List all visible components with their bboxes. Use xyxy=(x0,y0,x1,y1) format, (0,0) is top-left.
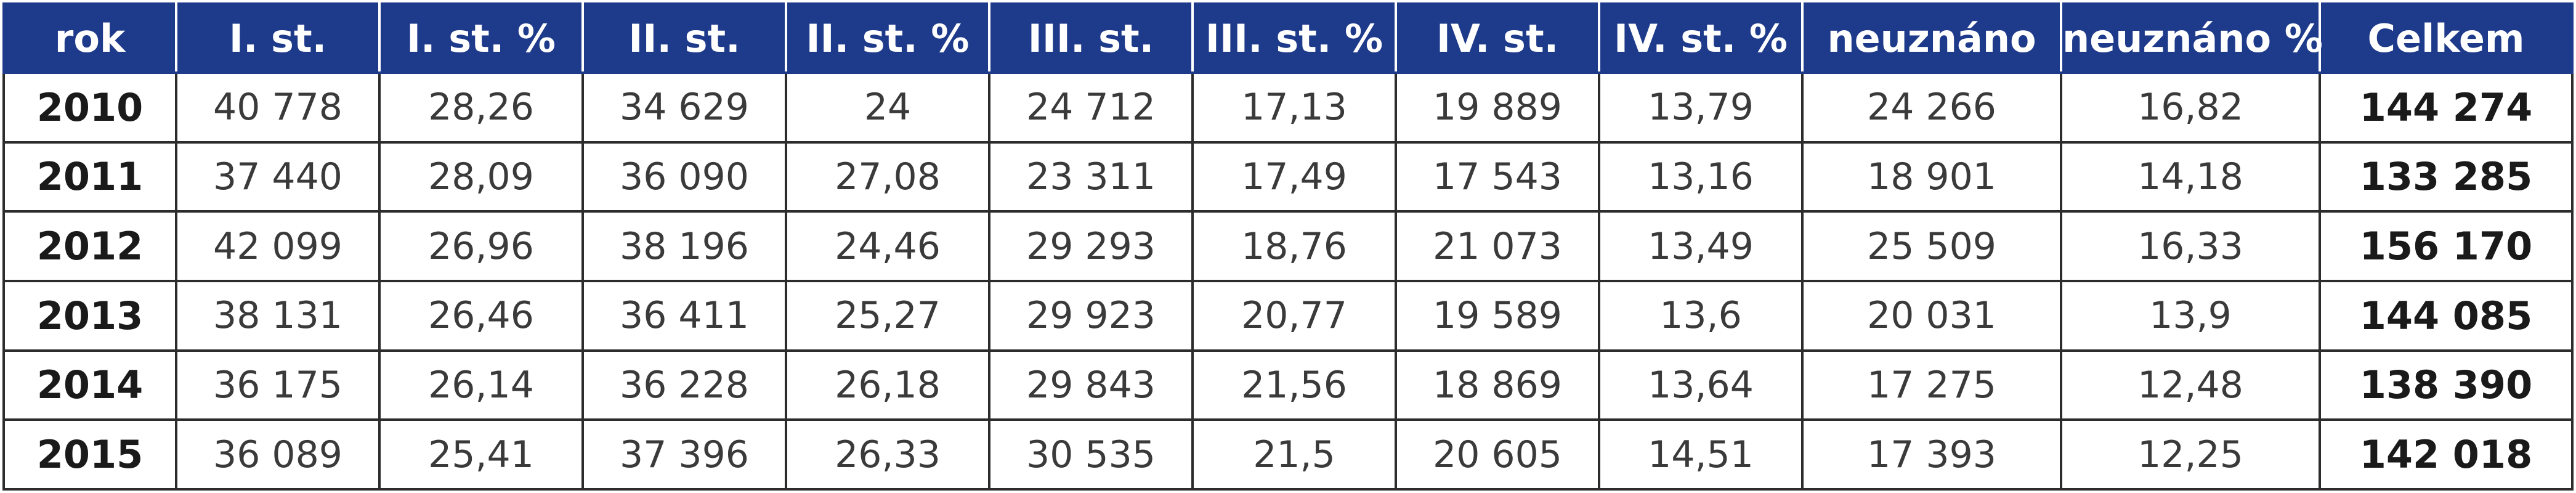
table-cell: 21,5 xyxy=(1191,418,1397,491)
table-cell: 24,46 xyxy=(785,210,990,282)
table-cell: 34 629 xyxy=(581,71,787,144)
table-cell: 25,27 xyxy=(785,279,990,352)
table-cell: 21,56 xyxy=(1191,349,1397,422)
header-cell-iii-st: III. st. xyxy=(988,2,1194,74)
table-cell: 17 393 xyxy=(1801,418,2062,491)
header-cell-neuznano: neuznáno xyxy=(1801,2,2062,74)
table-cell: 26,18 xyxy=(785,349,990,422)
table-cell: 24 712 xyxy=(988,71,1194,144)
table-cell: 42 099 xyxy=(175,210,381,282)
total-cell: 133 285 xyxy=(2319,141,2574,213)
table-cell: 28,26 xyxy=(378,71,584,144)
table-cell: 29 293 xyxy=(988,210,1194,282)
table-cell: 27,08 xyxy=(785,141,990,213)
total-cell: 142 018 xyxy=(2319,418,2574,491)
table-cell: 17,49 xyxy=(1191,141,1397,213)
table-cell: 23 311 xyxy=(988,141,1194,213)
table-cell: 26,46 xyxy=(378,279,584,352)
table-cell: 13,16 xyxy=(1598,141,1804,213)
table-cell: 21 073 xyxy=(1395,210,1600,282)
total-cell: 144 274 xyxy=(2319,71,2574,144)
table-row: 2013 38 131 26,46 36 411 25,27 29 923 20… xyxy=(2,279,2574,352)
header-row: rok I. st. I. st. % II. st. II. st. % II… xyxy=(2,2,2574,74)
table-cell: 26,14 xyxy=(378,349,584,422)
table-cell: 28,09 xyxy=(378,141,584,213)
table-cell: 12,48 xyxy=(2060,349,2321,422)
year-cell: 2010 xyxy=(2,71,177,144)
header-cell-i-st: I. st. xyxy=(175,2,381,74)
table-cell: 20 605 xyxy=(1395,418,1600,491)
table-cell: 36 411 xyxy=(581,279,787,352)
table-cell: 36 089 xyxy=(175,418,381,491)
header-cell-ii-st-pct: II. st. % xyxy=(785,2,990,74)
header-cell-ii-st: II. st. xyxy=(581,2,787,74)
header-cell-rok: rok xyxy=(2,2,177,74)
table-cell: 20,77 xyxy=(1191,279,1397,352)
table-row: 2012 42 099 26,96 38 196 24,46 29 293 18… xyxy=(2,210,2574,282)
table-cell: 30 535 xyxy=(988,418,1194,491)
header-cell-neuznano-pct: neuznáno % xyxy=(2060,2,2323,74)
table-cell: 37 440 xyxy=(175,141,381,213)
table-row: 2015 36 089 25,41 37 396 26,33 30 535 21… xyxy=(2,418,2574,491)
table-cell: 36 090 xyxy=(581,141,787,213)
table-cell: 24 xyxy=(785,71,990,144)
year-cell: 2014 xyxy=(2,349,177,422)
table-cell: 14,51 xyxy=(1598,418,1804,491)
total-cell: 156 170 xyxy=(2319,210,2574,282)
table-cell: 14,18 xyxy=(2060,141,2321,213)
table-cell: 19 889 xyxy=(1395,71,1600,144)
table-row: 2010 40 778 28,26 34 629 24 24 712 17,13… xyxy=(2,71,2574,144)
table-cell: 17,13 xyxy=(1191,71,1397,144)
year-cell: 2013 xyxy=(2,279,177,352)
header-cell-iv-st: IV. st. xyxy=(1395,2,1600,74)
table-cell: 20 031 xyxy=(1801,279,2062,352)
table-cell: 19 589 xyxy=(1395,279,1600,352)
table-cell: 40 778 xyxy=(175,71,381,144)
total-cell: 144 085 xyxy=(2319,279,2574,352)
table-cell: 36 175 xyxy=(175,349,381,422)
header-cell-iii-st-pct: III. st. % xyxy=(1191,2,1397,74)
year-cell: 2011 xyxy=(2,141,177,213)
table-cell: 26,96 xyxy=(378,210,584,282)
table-row: 2011 37 440 28,09 36 090 27,08 23 311 17… xyxy=(2,141,2574,213)
table-cell: 13,64 xyxy=(1598,349,1804,422)
table-cell: 25 509 xyxy=(1801,210,2062,282)
table-cell: 13,79 xyxy=(1598,71,1804,144)
table-cell: 13,9 xyxy=(2060,279,2321,352)
total-cell: 138 390 xyxy=(2319,349,2574,422)
table-cell: 25,41 xyxy=(378,418,584,491)
table-cell: 17 543 xyxy=(1395,141,1600,213)
year-cell: 2012 xyxy=(2,210,177,282)
header-cell-i-st-pct: I. st. % xyxy=(378,2,584,74)
table-cell: 16,82 xyxy=(2060,71,2321,144)
table-cell: 12,25 xyxy=(2060,418,2321,491)
table-cell: 13,6 xyxy=(1598,279,1804,352)
table-cell: 13,49 xyxy=(1598,210,1804,282)
table-cell: 26,33 xyxy=(785,418,990,491)
header-cell-celkem: Celkem xyxy=(2319,2,2574,74)
table-cell: 38 131 xyxy=(175,279,381,352)
table-cell: 18 901 xyxy=(1801,141,2062,213)
table-cell: 17 275 xyxy=(1801,349,2062,422)
table-cell: 29 843 xyxy=(988,349,1194,422)
table-cell: 38 196 xyxy=(581,210,787,282)
table-cell: 24 266 xyxy=(1801,71,2062,144)
table-cell: 18 869 xyxy=(1395,349,1600,422)
table-cell: 37 396 xyxy=(581,418,787,491)
header-cell-iv-st-pct: IV. st. % xyxy=(1598,2,1804,74)
table-cell: 16,33 xyxy=(2060,210,2321,282)
year-cell: 2015 xyxy=(2,418,177,491)
table-cell: 29 923 xyxy=(988,279,1194,352)
table-cell: 36 228 xyxy=(581,349,787,422)
table-cell: 18,76 xyxy=(1191,210,1397,282)
table-row: 2014 36 175 26,14 36 228 26,18 29 843 21… xyxy=(2,349,2574,422)
